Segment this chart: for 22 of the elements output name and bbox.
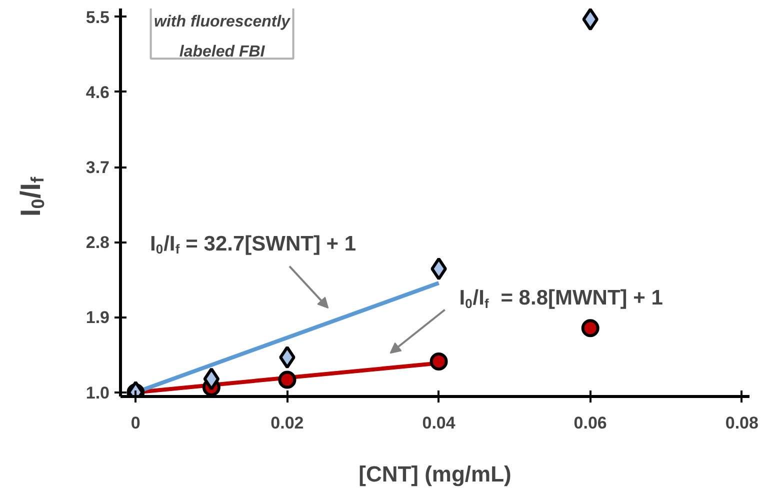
x-tick-label: 0.06 — [574, 414, 607, 432]
x-tick-label: 0 — [130, 414, 140, 432]
x-tick-label: 0.04 — [422, 414, 456, 432]
point — [430, 257, 447, 280]
x-axis-title: [CNT] (mg/mL) — [358, 462, 512, 486]
text: I0/If — [15, 176, 48, 217]
x-tick-label: 0.02 — [270, 414, 304, 432]
annotation: with fluorescently labeled FBI — [154, 13, 292, 60]
x-tick-label: 0.08 — [725, 414, 758, 432]
y-tick-label: 1.0 — [86, 383, 110, 402]
y-tick-label: 5.5 — [86, 8, 110, 27]
point — [278, 370, 296, 389]
point — [430, 352, 448, 370]
point — [279, 346, 296, 369]
point — [582, 8, 599, 31]
point — [203, 367, 220, 390]
y-tick-label: 1.9 — [86, 308, 110, 328]
y-tick-label: 4.6 — [86, 82, 110, 102]
y-tick-label: 2.8 — [86, 233, 110, 252]
text: = 32.7[SWNT] + 1 — [186, 232, 356, 256]
point — [581, 319, 600, 338]
y-tick-label: 3.7 — [86, 158, 110, 178]
